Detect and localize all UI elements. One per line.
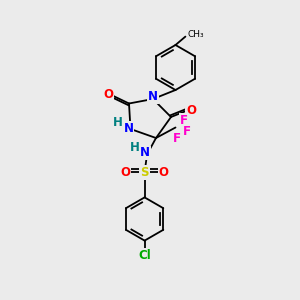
Text: O: O xyxy=(120,166,130,179)
Text: N: N xyxy=(148,90,158,103)
Text: H: H xyxy=(113,116,123,129)
Text: F: F xyxy=(180,113,188,127)
Text: O: O xyxy=(186,103,197,117)
Text: F: F xyxy=(183,124,191,138)
Text: Cl: Cl xyxy=(138,249,151,262)
Text: O: O xyxy=(159,166,169,179)
Text: H: H xyxy=(130,141,140,154)
Text: O: O xyxy=(103,88,113,101)
Text: F: F xyxy=(173,132,181,146)
Text: N: N xyxy=(140,146,150,160)
Text: CH₃: CH₃ xyxy=(188,30,204,39)
Text: N: N xyxy=(123,122,134,135)
Text: S: S xyxy=(140,166,149,179)
